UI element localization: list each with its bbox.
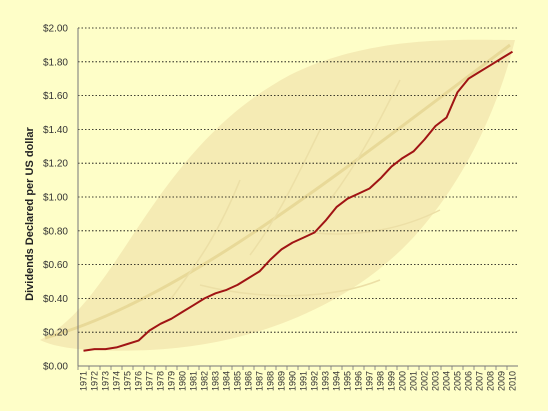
x-tick-label: 2006 <box>464 371 474 391</box>
x-tick-label: 1993 <box>321 371 331 391</box>
x-tick-label: 1981 <box>189 371 199 391</box>
x-tick-label: 1999 <box>387 371 397 391</box>
y-tick-label: $2.00 <box>43 24 68 35</box>
y-tick-label: $1.20 <box>43 159 68 170</box>
x-tick-label: 2010 <box>508 371 518 391</box>
x-tick-labels: 1971 1972 1973 1974 1975 1976 1977 1978 1979 1980… <box>79 371 518 391</box>
x-tick-label: 2002 <box>420 371 430 391</box>
axes <box>77 28 518 370</box>
y-tick-label: $1.00 <box>43 193 68 204</box>
x-tick-label: 2005 <box>453 371 463 391</box>
series <box>83 50 514 352</box>
x-tick-label: 1973 <box>101 371 111 391</box>
x-tick-label: 1980 <box>178 371 188 391</box>
y-axis-label: Dividends Declared per US dollar <box>24 126 36 300</box>
y-tick-label: $0.80 <box>43 226 68 237</box>
x-tick-label: 1983 <box>211 371 221 391</box>
y-tick-labels: $0.00 $0.20 $0.40 $0.60 $0.80 $1.00 $1.20 $1.40… <box>43 24 68 373</box>
x-tick-label: 1977 <box>145 371 155 391</box>
x-tick-label: 2000 <box>398 371 408 391</box>
x-tick-label: 1987 <box>255 371 265 391</box>
x-tick-label: 1989 <box>277 371 287 391</box>
x-tick-label: 2004 <box>442 371 452 391</box>
y-tick-label: $1.40 <box>43 125 68 136</box>
x-tick-label: 1978 <box>156 371 166 391</box>
x-tick-label: 1976 <box>134 371 144 391</box>
x-tick-label: 1986 <box>244 371 254 391</box>
x-tick-label: 1971 <box>79 371 89 391</box>
x-tick-label: 2001 <box>409 371 419 391</box>
x-tick-label: 1990 <box>288 371 298 391</box>
x-tick-label: 1994 <box>332 371 342 391</box>
leaf-background-image <box>40 39 515 351</box>
x-tick-label: 1984 <box>222 371 232 391</box>
x-tick-label: 1985 <box>233 371 243 391</box>
x-tick-label: 1974 <box>112 371 122 391</box>
y-tick-label: $0.60 <box>43 260 68 271</box>
y-tick-label: $0.00 <box>43 362 68 373</box>
x-tick-label: 1988 <box>266 371 276 391</box>
x-tick-label: 1982 <box>200 371 210 391</box>
x-tick-label: 1992 <box>310 371 320 391</box>
x-tick-label: 1975 <box>123 371 133 391</box>
y-tick-label: $1.80 <box>43 57 68 68</box>
x-tick-label: 2007 <box>475 371 485 391</box>
x-tick-label: 1979 <box>167 371 177 391</box>
y-tick-label: $1.60 <box>43 91 68 102</box>
x-tick-label: 1991 <box>299 371 309 391</box>
series-line <box>83 50 514 352</box>
x-tick-label: 1997 <box>365 371 375 391</box>
x-tick-label: 2008 <box>486 371 496 391</box>
x-tick-label: 1996 <box>354 371 364 391</box>
y-tick-label: $0.20 <box>43 328 68 339</box>
x-tick-label: 2003 <box>431 371 441 391</box>
x-tick-label: 1995 <box>343 371 353 391</box>
y-tick-label: $0.40 <box>43 294 68 305</box>
x-tick-label: 2009 <box>497 371 507 391</box>
x-tick-label: 1972 <box>90 371 100 391</box>
x-tick-label: 1998 <box>376 371 386 391</box>
